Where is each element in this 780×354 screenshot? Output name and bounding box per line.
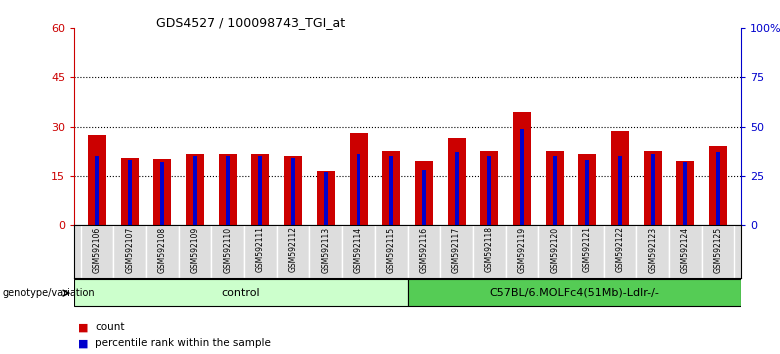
Bar xyxy=(440,225,473,278)
Bar xyxy=(146,225,179,278)
Bar xyxy=(154,159,172,225)
Bar xyxy=(193,156,197,225)
Bar xyxy=(324,172,328,225)
Bar xyxy=(310,225,342,278)
Bar xyxy=(317,171,335,225)
Text: GSM592112: GSM592112 xyxy=(289,227,298,272)
Bar xyxy=(121,158,139,225)
Text: C57BL/6.MOLFc4(51Mb)-Ldlr-/-: C57BL/6.MOLFc4(51Mb)-Ldlr-/- xyxy=(489,288,659,298)
Bar xyxy=(382,151,400,225)
Bar xyxy=(578,154,597,225)
Bar xyxy=(611,131,629,225)
Bar xyxy=(618,156,622,225)
Text: GSM592114: GSM592114 xyxy=(354,227,363,273)
Text: GDS4527 / 100098743_TGI_at: GDS4527 / 100098743_TGI_at xyxy=(156,16,345,29)
Bar xyxy=(683,162,687,225)
Text: GSM592120: GSM592120 xyxy=(550,227,559,273)
Text: ■: ■ xyxy=(78,322,88,332)
Bar xyxy=(225,156,229,225)
Bar xyxy=(644,151,661,225)
Bar xyxy=(218,154,237,225)
Bar xyxy=(408,225,440,278)
Text: GSM592111: GSM592111 xyxy=(256,227,265,272)
Bar xyxy=(520,129,524,225)
Bar xyxy=(546,151,564,225)
Bar xyxy=(455,152,459,225)
Bar xyxy=(422,170,426,225)
Text: count: count xyxy=(95,322,125,332)
Text: GSM592121: GSM592121 xyxy=(583,227,592,272)
Bar xyxy=(342,225,375,278)
Bar xyxy=(356,154,360,225)
Bar xyxy=(161,162,165,225)
Text: GSM592125: GSM592125 xyxy=(714,227,722,273)
Bar xyxy=(676,161,694,225)
Bar xyxy=(375,225,408,278)
Bar xyxy=(709,146,727,225)
Text: GSM592124: GSM592124 xyxy=(681,227,690,273)
Text: GSM592108: GSM592108 xyxy=(158,227,167,273)
Bar xyxy=(258,156,262,225)
Bar xyxy=(571,225,604,278)
Bar xyxy=(636,225,669,278)
Text: GSM592118: GSM592118 xyxy=(485,227,494,272)
Bar xyxy=(473,225,505,278)
Bar xyxy=(251,154,269,225)
Text: GSM592122: GSM592122 xyxy=(615,227,625,272)
Text: ■: ■ xyxy=(78,338,88,348)
Bar xyxy=(128,160,132,225)
Bar xyxy=(244,225,277,278)
Bar xyxy=(407,279,741,307)
Text: GSM592123: GSM592123 xyxy=(648,227,658,273)
Bar xyxy=(74,279,407,307)
Bar xyxy=(480,151,498,225)
Bar xyxy=(80,225,113,278)
Bar xyxy=(415,161,433,225)
Text: GSM592109: GSM592109 xyxy=(190,227,200,273)
Text: GSM592117: GSM592117 xyxy=(452,227,461,273)
Bar xyxy=(553,156,557,225)
Bar xyxy=(702,225,735,278)
Bar xyxy=(88,135,106,225)
Bar xyxy=(448,138,466,225)
Text: percentile rank within the sample: percentile rank within the sample xyxy=(95,338,271,348)
Bar xyxy=(284,156,302,225)
Text: GSM592116: GSM592116 xyxy=(420,227,428,273)
Bar xyxy=(585,160,590,225)
Text: control: control xyxy=(222,288,261,298)
Text: GSM592115: GSM592115 xyxy=(387,227,395,273)
Bar xyxy=(651,154,654,225)
Bar xyxy=(505,225,538,278)
Bar xyxy=(349,133,367,225)
Bar xyxy=(211,225,244,278)
Bar xyxy=(113,225,146,278)
Text: GSM592119: GSM592119 xyxy=(517,227,526,273)
Text: GSM592110: GSM592110 xyxy=(223,227,232,273)
Bar xyxy=(95,156,99,225)
Bar xyxy=(186,154,204,225)
Bar xyxy=(179,225,211,278)
Bar xyxy=(488,156,491,225)
Bar xyxy=(513,112,531,225)
Bar xyxy=(389,156,393,225)
Text: genotype/variation: genotype/variation xyxy=(2,288,95,298)
Bar xyxy=(669,225,702,278)
Bar xyxy=(716,152,720,225)
Text: GSM592107: GSM592107 xyxy=(125,227,134,273)
Text: GSM592113: GSM592113 xyxy=(321,227,330,273)
Bar xyxy=(291,158,295,225)
Bar xyxy=(538,225,571,278)
Text: GSM592106: GSM592106 xyxy=(93,227,101,273)
Bar xyxy=(277,225,310,278)
Bar xyxy=(604,225,636,278)
